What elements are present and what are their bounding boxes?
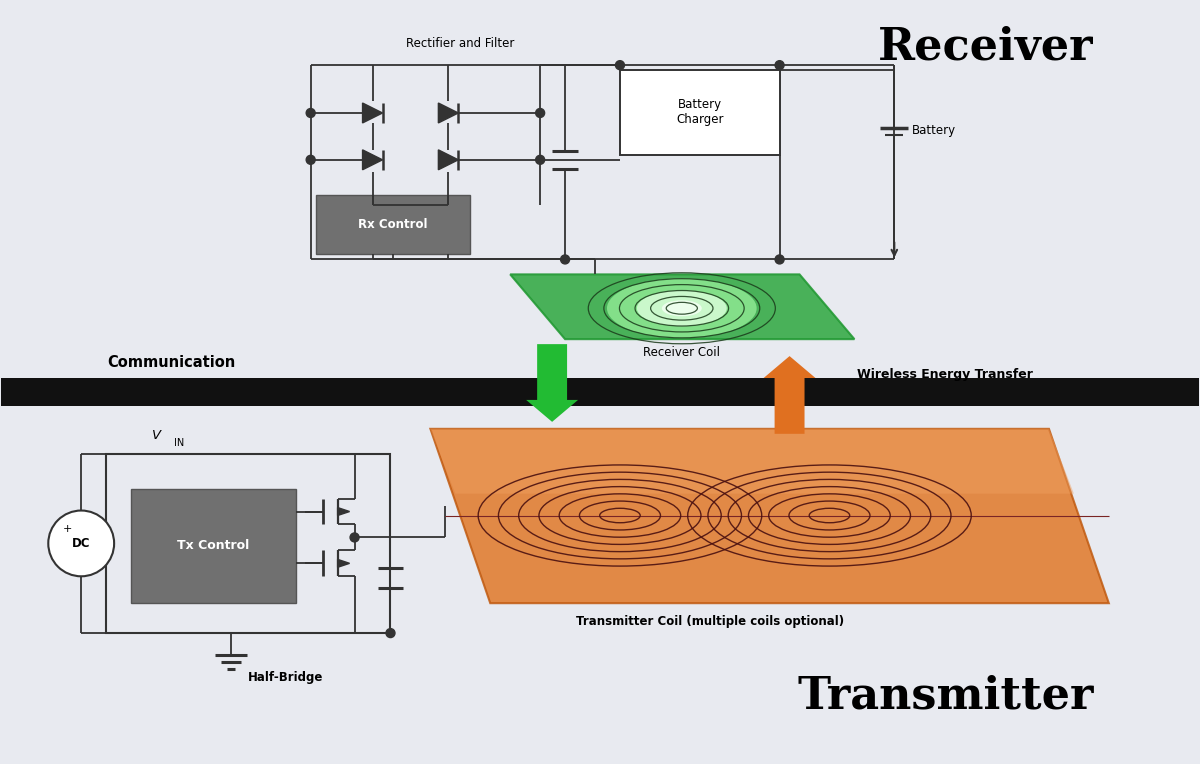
Bar: [1, 378, 1199, 406]
Bar: [316, 195, 470, 254]
FancyArrow shape: [763, 356, 816, 434]
Text: DC: DC: [72, 537, 90, 550]
Polygon shape: [337, 559, 349, 568]
Circle shape: [306, 155, 316, 164]
Text: IN: IN: [174, 438, 185, 448]
Circle shape: [616, 60, 624, 70]
Ellipse shape: [607, 278, 757, 338]
Circle shape: [350, 533, 359, 542]
Circle shape: [775, 255, 784, 264]
Text: Tx Control: Tx Control: [178, 539, 250, 552]
Text: Receiver Coil: Receiver Coil: [643, 346, 720, 359]
Text: Communication: Communication: [107, 354, 235, 370]
Circle shape: [386, 629, 395, 638]
Text: Transmitter Coil (multiple coils optional): Transmitter Coil (multiple coils optiona…: [576, 615, 844, 628]
Circle shape: [48, 510, 114, 576]
Ellipse shape: [637, 290, 727, 326]
Polygon shape: [438, 150, 458, 170]
Polygon shape: [431, 429, 1109, 604]
Circle shape: [535, 108, 545, 118]
Bar: [620, 70, 780, 155]
Polygon shape: [510, 274, 854, 339]
Polygon shape: [438, 103, 458, 123]
Text: Rx Control: Rx Control: [359, 218, 427, 231]
Text: Transmitter: Transmitter: [798, 675, 1094, 717]
Circle shape: [306, 108, 316, 118]
Text: Receiver: Receiver: [878, 25, 1094, 68]
Polygon shape: [362, 103, 383, 123]
Text: Battery: Battery: [912, 125, 956, 138]
Text: V: V: [152, 429, 161, 442]
Bar: [106, 454, 390, 633]
Text: Half-Bridge: Half-Bridge: [248, 671, 324, 684]
Bar: [131, 489, 295, 604]
Text: Rectifier and Filter: Rectifier and Filter: [406, 37, 515, 50]
FancyArrow shape: [526, 344, 578, 422]
Text: Wireless Energy Transfer: Wireless Energy Transfer: [858, 367, 1033, 380]
Circle shape: [535, 155, 545, 164]
Polygon shape: [431, 429, 1074, 494]
Text: +: +: [62, 524, 72, 535]
Polygon shape: [362, 150, 383, 170]
Ellipse shape: [662, 300, 702, 316]
Text: Battery
Charger: Battery Charger: [676, 99, 724, 127]
Circle shape: [775, 60, 784, 70]
Circle shape: [560, 255, 570, 264]
Polygon shape: [337, 507, 349, 516]
